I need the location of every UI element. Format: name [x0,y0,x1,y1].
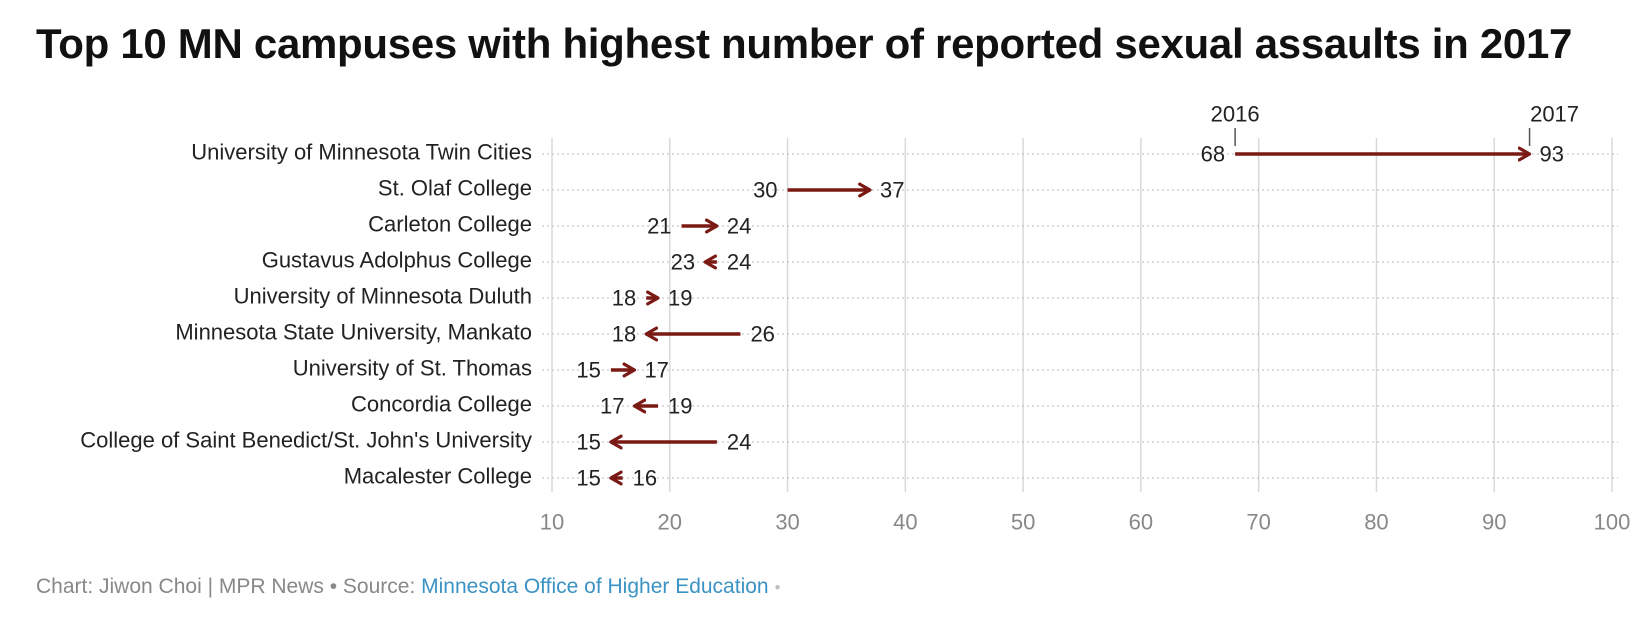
value-label-2017: 37 [880,178,904,203]
value-label-2016: 24 [727,250,751,275]
x-tick-label: 70 [1246,510,1270,535]
category-label: Minnesota State University, Mankato [175,320,532,345]
category-label: St. Olaf College [378,176,532,201]
value-label-2017: 18 [612,322,636,347]
category-label: University of Minnesota Duluth [234,284,532,309]
value-label-2016: 68 [1201,142,1225,167]
legend-label-2017: 2017 [1530,102,1579,127]
x-tick-label: 20 [658,510,682,535]
category-label: University of St. Thomas [293,356,532,381]
value-label-2017: 17 [600,394,624,419]
value-label-2016: 26 [750,322,774,347]
category-label: Concordia College [351,392,532,417]
category-label: Gustavus Adolphus College [262,248,532,273]
legend-label-2016: 2016 [1211,102,1260,127]
value-label-2016: 19 [668,394,692,419]
value-label-2016: 30 [753,178,777,203]
value-label-2016: 16 [633,466,657,491]
category-label: Macalester College [344,464,532,489]
x-tick-label: 40 [893,510,917,535]
x-tick-label: 80 [1364,510,1388,535]
x-tick-label: 50 [1011,510,1035,535]
value-label-2017: 15 [576,430,600,455]
footer-separator: • [323,575,343,598]
source-label: Source: [342,575,422,598]
x-tick-label: 30 [775,510,799,535]
value-label-2017: 15 [576,466,600,491]
value-label-2017: 24 [727,214,751,239]
x-tick-label: 10 [540,510,564,535]
chart-credit: Chart: Jiwon Choi | MPR News [36,575,324,598]
arrow-chart: 10 20 30 40 50 60 70 80 90 100 University of Minne… [80,102,1631,535]
value-label-2016: 21 [647,214,671,239]
source-link[interactable]: Minnesota Office of Higher Education [421,575,769,598]
category-label: Carleton College [368,212,532,237]
value-label-2016: 18 [612,286,636,311]
chart-title: Top 10 MN campuses with highest number o… [36,20,1573,67]
category-label: College of Saint Benedict/St. John's Uni… [80,428,532,453]
x-tick-label: 90 [1482,510,1506,535]
value-label-2017: 19 [668,286,692,311]
value-label-2016: 24 [727,430,751,455]
footer-dot-icon: ● [774,581,781,593]
value-label-2016: 15 [576,358,600,383]
x-tick-label: 60 [1129,510,1153,535]
value-label-2017: 93 [1540,142,1564,167]
chart-footer: Chart: Jiwon Choi | MPR News • Source: M… [36,575,781,599]
x-tick-label: 100 [1594,510,1631,535]
value-label-2017: 23 [671,250,695,275]
category-label: University of Minnesota Twin Cities [191,140,532,165]
value-label-2017: 17 [644,358,668,383]
